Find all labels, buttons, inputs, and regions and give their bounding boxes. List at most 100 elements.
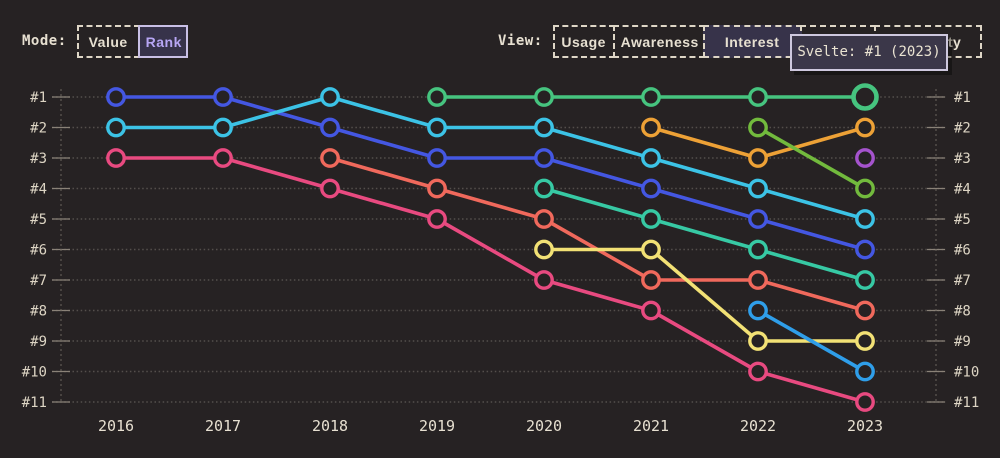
mode-value-button[interactable]: Value: [76, 25, 140, 58]
series-line-series-blue: [114, 95, 867, 252]
data-point-series-cyan[interactable]: [106, 117, 126, 138]
series-line-series-teal: [542, 186, 867, 282]
data-point-series-sky[interactable]: [855, 361, 875, 382]
data-point-series-cyan[interactable]: [748, 178, 768, 199]
data-point-series-lime[interactable]: [748, 117, 768, 138]
series-line-series-lime: [756, 125, 867, 191]
rank-label-right: #6: [954, 243, 971, 259]
rank-label-right: #4: [954, 182, 971, 198]
rank-label-left: #11: [22, 395, 47, 411]
data-point-series-blue[interactable]: [213, 87, 233, 107]
data-point-series-yellow[interactable]: [534, 239, 554, 260]
rank-label-right: #3: [954, 151, 971, 167]
data-point-series-purple[interactable]: [855, 148, 875, 168]
series-line-series-cyan: [114, 95, 867, 221]
data-point-series-orange[interactable]: [748, 148, 768, 168]
data-point-Svelte-highlighted[interactable]: [851, 83, 879, 111]
rank-label-right: #10: [954, 365, 979, 381]
data-point-series-salmon[interactable]: [641, 270, 661, 290]
data-point-series-yellow[interactable]: [641, 239, 661, 260]
view-interest-button[interactable]: Interest: [702, 25, 802, 58]
data-point-series-cyan[interactable]: [855, 209, 875, 229]
data-point-series-blue[interactable]: [320, 117, 340, 138]
year-label: 2019: [419, 417, 455, 435]
data-point-series-cyan[interactable]: [213, 117, 233, 138]
data-point-series-salmon[interactable]: [427, 178, 447, 199]
data-point-series-cyan[interactable]: [320, 87, 340, 107]
data-point-series-lime[interactable]: [855, 178, 875, 199]
rank-label-right: #5: [954, 212, 971, 228]
data-point-series-cyan[interactable]: [641, 148, 661, 168]
rank-label-left: #10: [22, 365, 47, 381]
tooltip: Svelte: #1 (2023): [790, 34, 948, 71]
rank-label-right: #7: [954, 273, 971, 289]
year-label: 2022: [740, 417, 776, 435]
data-point-series-yellow[interactable]: [855, 331, 875, 351]
rank-label-left: #2: [30, 121, 47, 137]
data-point-series-yellow[interactable]: [748, 331, 768, 351]
rank-label-right: #2: [954, 121, 971, 137]
rank-label-left: #7: [30, 273, 47, 289]
rank-label-left: #3: [30, 151, 47, 167]
data-point-series-pink[interactable]: [213, 148, 233, 168]
data-point-series-cyan[interactable]: [427, 117, 447, 138]
data-point-series-blue[interactable]: [534, 148, 554, 168]
rank-label-left: #5: [30, 212, 47, 228]
series-line-series-pink: [114, 156, 867, 404]
data-point-series-cyan[interactable]: [534, 117, 554, 138]
data-point-series-salmon[interactable]: [855, 300, 875, 321]
year-label: 2023: [847, 417, 883, 435]
view-awareness-button[interactable]: Awareness: [612, 25, 705, 58]
data-point-series-teal[interactable]: [534, 178, 554, 199]
mode-rank-button[interactable]: Rank: [137, 25, 188, 58]
data-point-series-blue[interactable]: [748, 209, 768, 229]
data-point-series-pink[interactable]: [534, 270, 554, 290]
series-line-series-salmon: [328, 156, 867, 313]
rank-label-right: #11: [954, 395, 979, 411]
data-point-series-blue[interactable]: [427, 148, 447, 168]
data-point-series-pink[interactable]: [320, 178, 340, 199]
year-label: 2016: [98, 417, 134, 435]
series-line-series-sky: [756, 308, 867, 374]
data-point-series-orange[interactable]: [855, 117, 875, 138]
data-point-series-teal[interactable]: [748, 239, 768, 260]
data-point-series-sky[interactable]: [748, 300, 768, 321]
data-point-series-blue[interactable]: [855, 239, 875, 260]
data-point-Svelte[interactable]: [641, 87, 661, 107]
data-point-series-salmon[interactable]: [320, 148, 340, 168]
tooltip-text: Svelte: #1 (2023): [797, 44, 941, 60]
view-label: View:: [498, 33, 543, 49]
rank-label-left: #9: [30, 334, 47, 350]
data-point-series-pink[interactable]: [748, 361, 768, 382]
data-point-series-pink[interactable]: [427, 209, 447, 229]
mode-label: Mode:: [22, 33, 67, 49]
data-point-series-orange[interactable]: [641, 117, 661, 138]
data-point-series-pink[interactable]: [106, 148, 126, 168]
data-point-series-teal[interactable]: [641, 209, 661, 229]
mode-toggle-group: Mode: Value Rank: [22, 25, 188, 58]
rank-label-left: #6: [30, 243, 47, 259]
data-point-Svelte[interactable]: [534, 87, 554, 107]
rank-label-right: #1: [954, 90, 971, 106]
year-label: 2020: [526, 417, 562, 435]
data-point-series-salmon[interactable]: [748, 270, 768, 290]
year-label: 2017: [205, 417, 241, 435]
data-point-series-blue[interactable]: [106, 87, 126, 107]
rank-label-right: #8: [954, 304, 971, 320]
rank-label-right: #9: [954, 334, 971, 350]
data-point-Svelte[interactable]: [427, 87, 447, 107]
view-usage-button[interactable]: Usage: [552, 25, 615, 58]
rank-label-left: #4: [30, 182, 47, 198]
data-point-series-pink[interactable]: [641, 300, 661, 321]
data-point-series-teal[interactable]: [855, 270, 875, 290]
rank-label-left: #1: [30, 90, 47, 106]
data-point-series-pink[interactable]: [855, 392, 875, 412]
rank-label-left: #8: [30, 304, 47, 320]
data-point-Svelte[interactable]: [748, 87, 768, 107]
year-label: 2021: [633, 417, 669, 435]
data-point-series-blue[interactable]: [641, 178, 661, 199]
data-point-series-salmon[interactable]: [534, 209, 554, 229]
year-label: 2018: [312, 417, 348, 435]
